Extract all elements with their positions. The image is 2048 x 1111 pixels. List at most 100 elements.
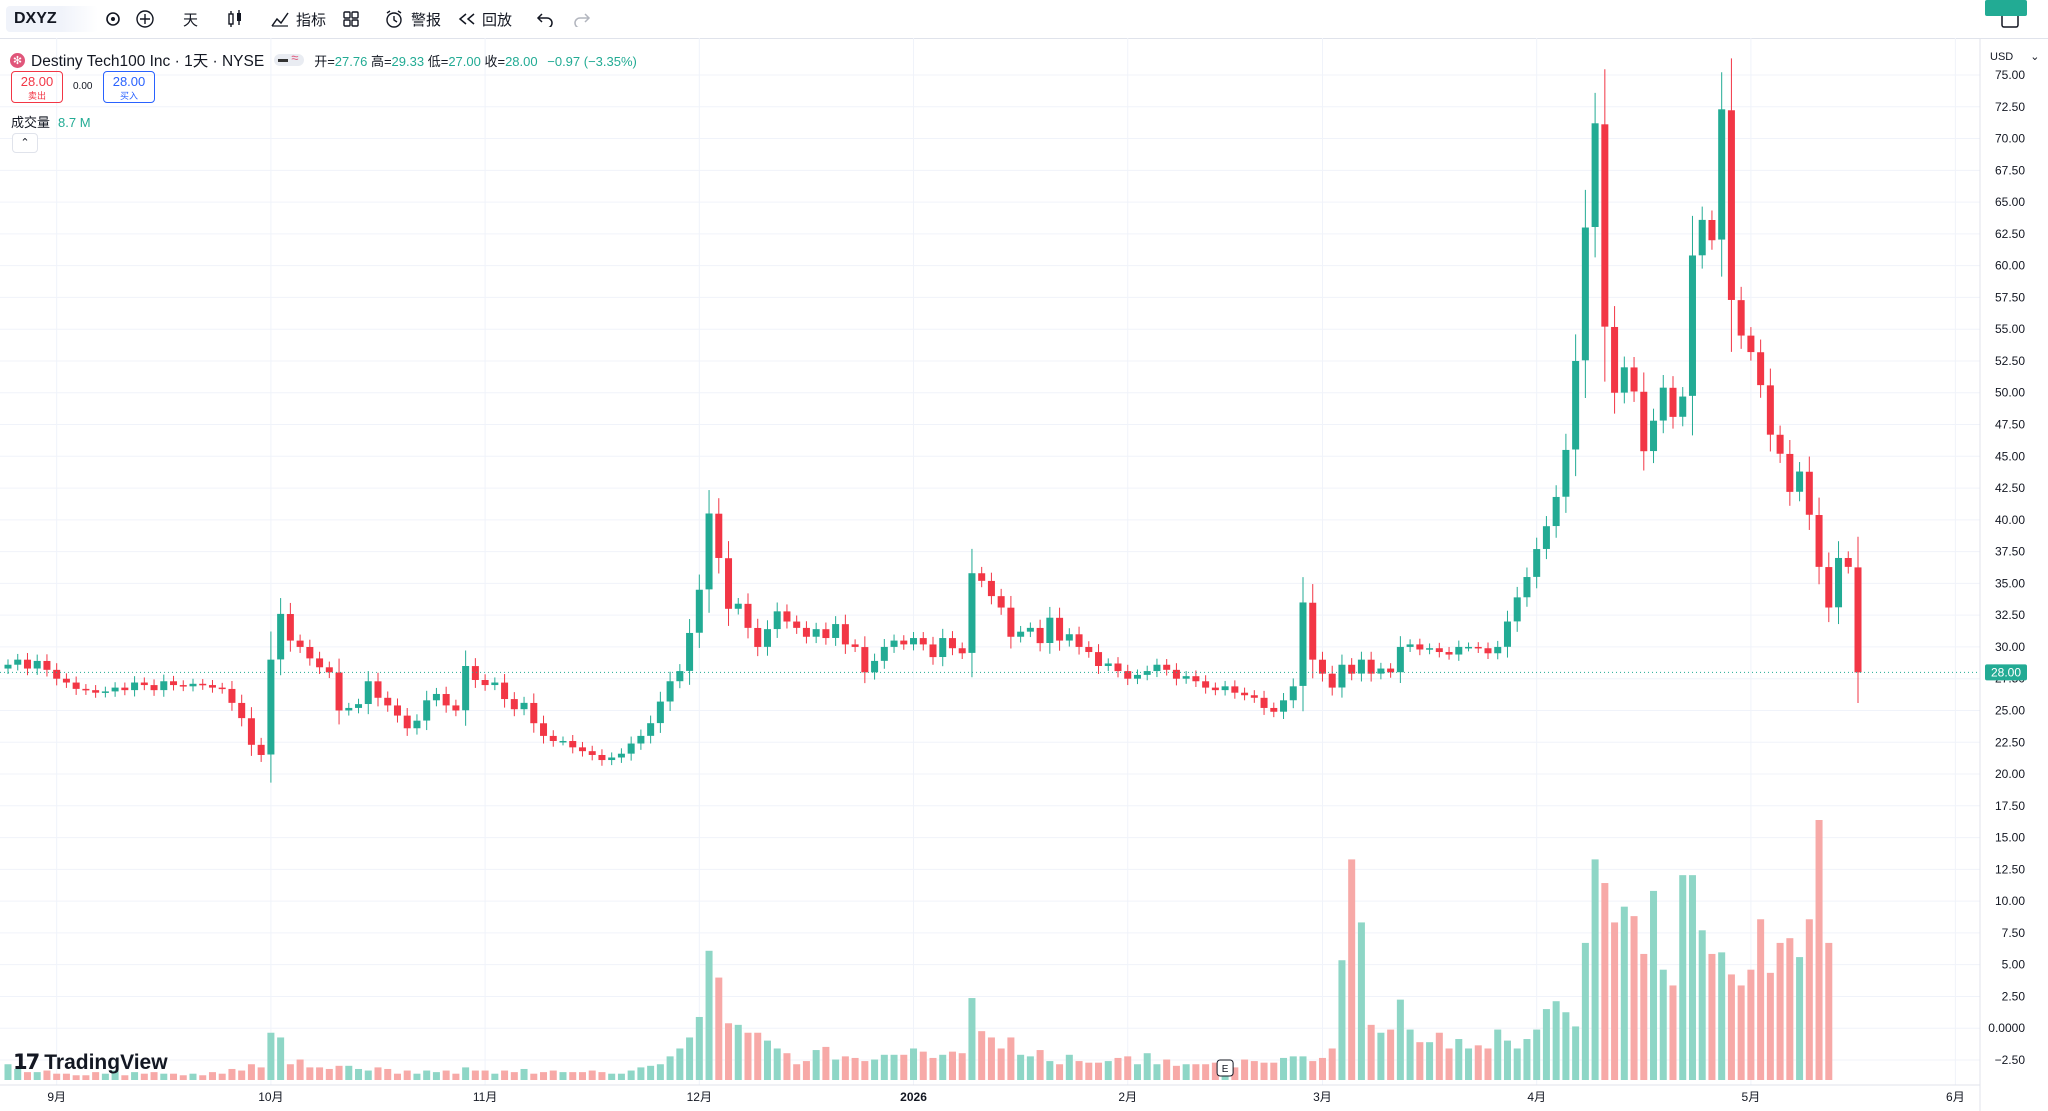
candle-body	[1796, 471, 1804, 492]
volume-bar	[569, 1072, 577, 1080]
candle-body	[53, 669, 61, 679]
volume-bar	[189, 1073, 197, 1080]
volume-bar	[1640, 953, 1648, 1080]
candle-body	[4, 664, 12, 669]
collapse-legend-button[interactable]: ⌃	[12, 133, 38, 153]
visibility-toggle[interactable]	[274, 50, 305, 66]
time-tick-label: 2026	[900, 1090, 927, 1104]
price-tick-label: 65.00	[1995, 195, 2025, 209]
volume-bar	[1698, 930, 1706, 1080]
volume-bar	[335, 1065, 343, 1080]
volume-bar	[987, 1037, 995, 1080]
volume-bar	[725, 1023, 733, 1080]
alerts-button[interactable]: 警报	[411, 11, 442, 29]
price-tick-label: 20.00	[1995, 767, 2025, 781]
undo-icon[interactable]	[536, 0, 554, 38]
add-symbol-icon[interactable]	[135, 0, 155, 38]
volume-bar	[1387, 1029, 1395, 1080]
indicators-button[interactable]: 指标	[296, 11, 327, 29]
candle-body	[1241, 692, 1249, 696]
volume-bar	[1270, 1062, 1278, 1080]
interval-button[interactable]: 天	[183, 11, 199, 29]
volume-bar	[33, 1072, 41, 1080]
candle-body	[1036, 627, 1044, 644]
candle-body	[471, 666, 479, 680]
volume-bar	[1367, 1024, 1375, 1080]
candle-body	[1805, 471, 1813, 515]
volume-bar	[170, 1073, 178, 1080]
volume-bar	[1172, 1065, 1180, 1080]
volume-bar	[462, 1067, 470, 1080]
candle-body	[1133, 674, 1141, 679]
symbol-search[interactable]: DXYZ	[6, 6, 98, 32]
candles-icon[interactable]	[226, 0, 244, 38]
volume-bar	[481, 1070, 489, 1080]
candle-body	[559, 740, 567, 743]
candle-body	[1260, 697, 1268, 708]
candle-body	[1708, 219, 1716, 241]
volume-bar	[1581, 942, 1589, 1080]
volume-bar	[1757, 919, 1765, 1080]
alert-clock-icon[interactable]	[384, 0, 404, 38]
price-tick-label: 32.50	[1995, 608, 2025, 622]
volume-bar	[1533, 1029, 1541, 1080]
layouts-icon[interactable]	[342, 0, 360, 38]
indicators-icon[interactable]	[270, 0, 290, 38]
candle-body	[1309, 602, 1317, 660]
time-tick-label: 3月	[1313, 1090, 1332, 1104]
volume-bar	[802, 1061, 810, 1080]
candle-body	[1250, 695, 1258, 698]
volume-bar	[257, 1067, 265, 1080]
volume-bar	[861, 1061, 869, 1080]
symbol-title[interactable]: Destiny Tech100 Inc · 1天 · NYSE	[31, 53, 265, 70]
price-tick-label: 35.00	[1995, 576, 2025, 590]
volume-bar	[1046, 1061, 1054, 1080]
candle-body	[1494, 646, 1502, 654]
volume-bar	[179, 1075, 187, 1080]
volume-bar	[1202, 1064, 1210, 1080]
candle-body	[715, 513, 723, 558]
price-tick-label: 50.00	[1995, 386, 2025, 400]
volume-bar	[822, 1046, 830, 1080]
candle-body	[978, 573, 986, 581]
candle-body	[1611, 326, 1619, 393]
sell-price: 28.00	[20, 74, 54, 89]
candle-body	[1114, 663, 1122, 672]
candle-body	[666, 681, 674, 702]
candle-body	[238, 702, 246, 719]
currency-selector[interactable]: USD	[1990, 50, 2040, 63]
candle-body	[1679, 396, 1687, 417]
compare-icon[interactable]	[104, 0, 122, 38]
volume-bar	[1133, 1064, 1141, 1080]
time-tick-label: 10月	[258, 1090, 283, 1104]
candle-body	[1367, 659, 1375, 674]
candle-body	[1017, 631, 1025, 637]
price-tick-label: 0.0000	[1988, 1021, 2025, 1035]
candle-body	[948, 638, 956, 649]
candle-body	[763, 629, 771, 647]
candle-body	[491, 682, 499, 686]
candle-body	[101, 691, 109, 693]
sell-button[interactable]: 28.00 卖出	[11, 71, 63, 103]
candle-body	[1854, 567, 1862, 673]
volume-bar	[374, 1067, 382, 1080]
volume-bar	[686, 1037, 694, 1080]
candle-body	[1318, 659, 1326, 674]
volume-bar	[1805, 919, 1813, 1080]
buy-button[interactable]: 28.00 买入	[103, 71, 155, 103]
replay-button[interactable]: 回放	[482, 11, 513, 29]
volume-bar	[1182, 1064, 1190, 1080]
candle-body	[1163, 664, 1171, 670]
tradingview-logo[interactable]: 𝟭𝟳 TradingView	[13, 1050, 168, 1075]
candle-body	[189, 683, 197, 687]
replay-icon[interactable]	[458, 0, 476, 38]
volume-bar	[851, 1057, 859, 1080]
price-tick-label: 67.50	[1995, 163, 2025, 177]
redo-icon[interactable]	[573, 0, 591, 38]
price-tick-label: 62.50	[1995, 227, 2025, 241]
candle-body	[1835, 557, 1843, 608]
candle-body	[1221, 686, 1229, 691]
volume-bar	[1250, 1061, 1258, 1080]
volume-bar	[491, 1073, 499, 1080]
